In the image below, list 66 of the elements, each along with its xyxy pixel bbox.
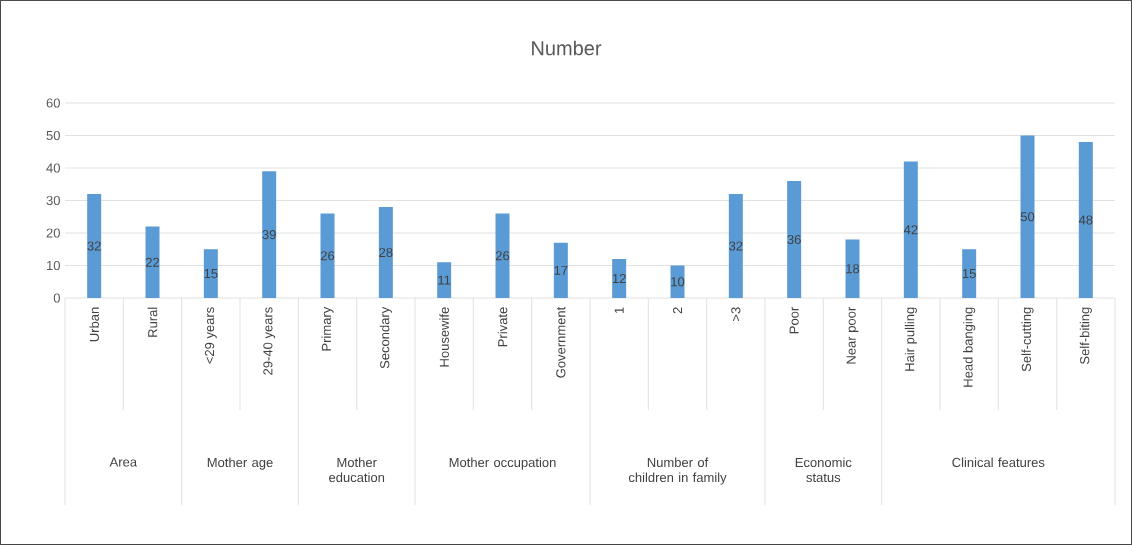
y-tick-label: 40 <box>46 163 60 173</box>
data-label: 28 <box>379 247 393 258</box>
x-tick-label: Near poor <box>846 307 859 364</box>
x-tick-label: Self-biting <box>1079 307 1092 364</box>
bar <box>728 193 743 298</box>
y-tick-label: 60 <box>46 98 60 108</box>
y-tick-label: 20 <box>46 228 60 238</box>
data-label: 32 <box>87 241 101 251</box>
x-tick-label: <29 years <box>204 307 217 364</box>
bar <box>320 213 335 298</box>
data-label: 11 <box>438 275 451 285</box>
chart-title: Number <box>532 40 602 56</box>
bar <box>145 226 160 298</box>
x-tick-label: Private <box>497 307 508 347</box>
bar <box>845 239 860 298</box>
y-tick-label: 30 <box>46 195 60 206</box>
data-label: 36 <box>787 234 801 245</box>
data-label: 26 <box>495 251 510 261</box>
bar <box>787 180 802 298</box>
bar <box>1078 141 1093 298</box>
text: Mother education <box>329 457 385 483</box>
bar <box>378 206 393 298</box>
text: Number of children in family <box>628 457 727 485</box>
data-label: 26 <box>320 251 335 261</box>
x-tick-label: Rural <box>147 307 158 337</box>
data-label: 48 <box>1078 215 1093 225</box>
bar <box>437 262 452 298</box>
data-label: 12 <box>612 273 626 284</box>
x-tick-label: 29-40 years <box>263 307 276 375</box>
x-tick-label: Self-cutting <box>1021 307 1034 372</box>
x-tick-label: Poor <box>789 306 799 334</box>
data-label: 32 <box>729 241 743 251</box>
y-tick-label: 50 <box>46 130 60 141</box>
data-label: 22 <box>145 257 160 267</box>
bar <box>612 258 627 298</box>
y-tick-label: 10 <box>47 260 60 271</box>
x-tick-label: Hair pulling <box>904 307 917 371</box>
x-tick-label: Housewife <box>439 307 449 367</box>
x-tick-label: Primary <box>321 306 334 351</box>
x-tick-label: 2 <box>672 307 683 314</box>
x-tick-label: Urban <box>89 307 99 342</box>
bar <box>495 213 510 298</box>
bar <box>203 249 218 298</box>
x-tick-label: Secondary <box>379 306 392 369</box>
bar <box>553 242 568 298</box>
y-tick-label: 0 <box>53 293 60 303</box>
data-label: 18 <box>846 264 860 274</box>
bar <box>1020 135 1035 298</box>
text: Area <box>109 457 138 467</box>
data-label: 15 <box>962 269 976 279</box>
data-label: 15 <box>204 269 218 279</box>
text: Mother age <box>207 457 273 470</box>
x-tick-label: Head banging <box>963 307 976 387</box>
data-label: 39 <box>262 230 276 240</box>
x-tick-label: Government <box>556 306 566 378</box>
data-label: 17 <box>554 265 568 275</box>
x-tick-label: >3 <box>731 307 741 321</box>
text: Mother occupation <box>449 457 556 470</box>
bar <box>962 249 977 298</box>
x-tick-label: 1 <box>614 307 624 314</box>
text: Economic status <box>795 457 852 483</box>
bar <box>903 161 918 298</box>
bar <box>87 193 102 298</box>
bar <box>262 171 277 298</box>
text: Clinical features <box>952 457 1045 468</box>
data-label: 42 <box>903 225 918 235</box>
